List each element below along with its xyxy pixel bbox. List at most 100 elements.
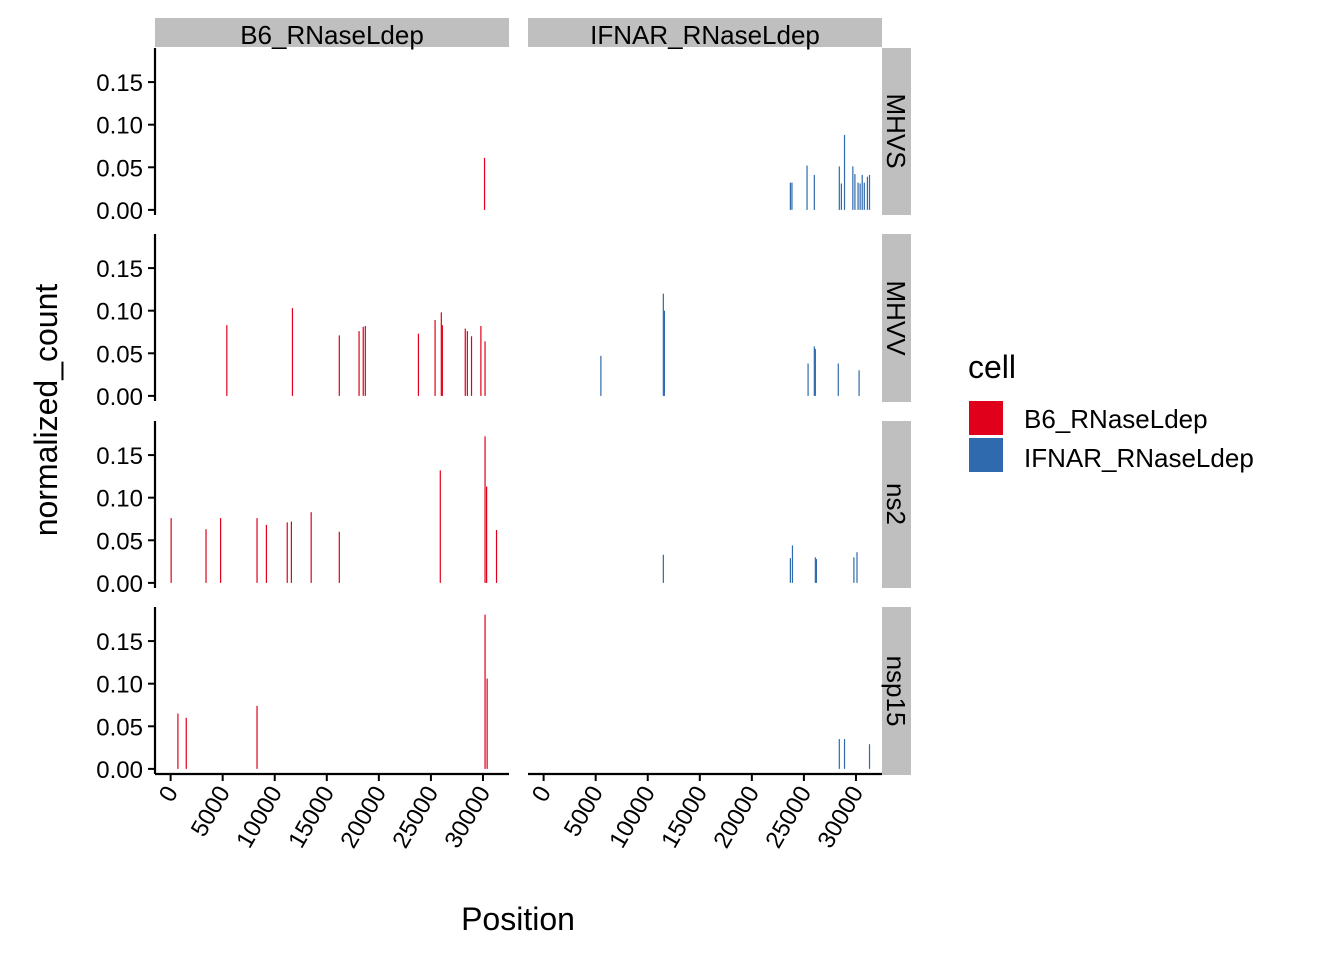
row-strip-label-1: MHVS xyxy=(881,93,911,168)
x-tick-label: 30000 xyxy=(439,782,496,853)
bar xyxy=(464,328,466,396)
y-tick-label: 0.10 xyxy=(96,299,143,326)
bar xyxy=(857,182,859,210)
bar xyxy=(486,678,488,769)
y-tick-label: 0.00 xyxy=(96,198,143,225)
legend-label-ifnar: IFNAR_RNaseLdep xyxy=(1024,443,1254,473)
x-tick-label: 5000 xyxy=(559,782,609,842)
x-tick-label: 15000 xyxy=(283,782,340,853)
bar xyxy=(837,363,839,396)
row-strip-3: ns2 xyxy=(881,421,911,588)
panel-nsp15-IFNAR_RNaseLdep xyxy=(838,739,871,769)
bar xyxy=(662,293,664,396)
bar xyxy=(789,558,791,583)
bar xyxy=(814,557,816,583)
bar xyxy=(484,614,486,769)
panel-MHVV-B6_RNaseLdep xyxy=(226,308,486,396)
y-tick-label: 0.05 xyxy=(96,341,143,368)
bar xyxy=(806,165,808,210)
bar xyxy=(256,705,258,769)
y-tick-label: 0.15 xyxy=(96,443,143,470)
bar xyxy=(807,363,809,396)
bar xyxy=(290,521,292,583)
column-strip-label-2: IFNAR_RNaseLdep xyxy=(590,20,820,50)
x-tick-label: 15000 xyxy=(656,782,713,853)
bar xyxy=(853,557,855,583)
y-tick-label: 0.05 xyxy=(96,155,143,182)
bar xyxy=(838,739,840,769)
panel-MHVV-IFNAR_RNaseLdep xyxy=(600,293,860,396)
bar xyxy=(417,333,420,396)
row-strip-4: nsp15 xyxy=(881,607,911,775)
bar xyxy=(866,176,869,210)
bar xyxy=(310,512,312,583)
bar xyxy=(484,341,486,396)
bar xyxy=(843,739,846,769)
bar xyxy=(495,530,498,583)
x-tick-label: 10000 xyxy=(231,782,288,853)
bar xyxy=(483,157,486,210)
bar xyxy=(854,174,856,210)
y-tick-label: 0.05 xyxy=(96,714,143,741)
legend-label-b6: B6_RNaseLdep xyxy=(1024,404,1208,434)
bar xyxy=(863,182,865,210)
bar xyxy=(291,308,294,396)
bar xyxy=(486,486,488,583)
bar xyxy=(286,522,288,583)
bar xyxy=(813,346,815,396)
y-tick-label: 0.15 xyxy=(96,629,143,656)
legend-title: cell xyxy=(968,349,1016,385)
legend-swatch-b6 xyxy=(969,401,1003,435)
x-tick-label: 25000 xyxy=(387,782,444,853)
x-tick-label: 10000 xyxy=(604,782,661,853)
bar xyxy=(815,559,818,583)
x-tick-label: 20000 xyxy=(708,782,765,853)
y-tick-label: 0.00 xyxy=(96,384,143,411)
bar xyxy=(256,518,258,583)
panel-ns2-IFNAR_RNaseLdep xyxy=(662,545,858,583)
bar xyxy=(813,174,815,210)
panel-MHVS-B6_RNaseLdep xyxy=(483,157,486,210)
y-tick-label: 0.15 xyxy=(96,256,143,283)
column-strip-2: IFNAR_RNaseLdep xyxy=(528,18,882,50)
x-tick-label: 25000 xyxy=(760,782,817,853)
bar xyxy=(439,470,441,583)
legend: cell B6_RNaseLdep IFNAR_RNaseLdep xyxy=(968,349,1254,473)
bar xyxy=(789,182,791,210)
bar xyxy=(219,518,222,583)
bar xyxy=(814,349,816,396)
bar xyxy=(265,524,268,583)
bar xyxy=(858,370,860,396)
y-axis-title: normalized_count xyxy=(28,284,64,537)
bar xyxy=(470,336,473,396)
bar xyxy=(791,545,794,583)
x-axis-title: Position xyxy=(461,901,575,937)
bar xyxy=(600,355,602,396)
row-strip-2: MHVV xyxy=(881,234,911,402)
y-tick-label: 0.00 xyxy=(96,757,143,784)
x-tick-label: 30000 xyxy=(812,782,869,853)
bar xyxy=(434,320,436,396)
bar xyxy=(466,331,468,396)
row-strip-label-4: nsp15 xyxy=(881,656,911,727)
bar xyxy=(226,325,228,396)
bar xyxy=(861,174,863,210)
bar xyxy=(856,552,858,583)
bar xyxy=(338,531,340,583)
bar xyxy=(364,326,366,396)
y-tick-label: 0.10 xyxy=(96,672,143,699)
bar xyxy=(205,529,207,583)
legend-swatch-ifnar xyxy=(969,438,1003,472)
bar xyxy=(868,174,871,210)
bar xyxy=(480,326,482,396)
x-tick-label: 20000 xyxy=(335,782,392,853)
bar xyxy=(868,744,871,769)
bar xyxy=(484,436,486,583)
bar xyxy=(440,312,442,396)
bar xyxy=(662,554,664,583)
bar xyxy=(843,134,846,210)
bar xyxy=(185,717,187,769)
x-tick-label: 0 xyxy=(154,782,184,807)
column-strip-1: B6_RNaseLdep xyxy=(155,18,509,50)
